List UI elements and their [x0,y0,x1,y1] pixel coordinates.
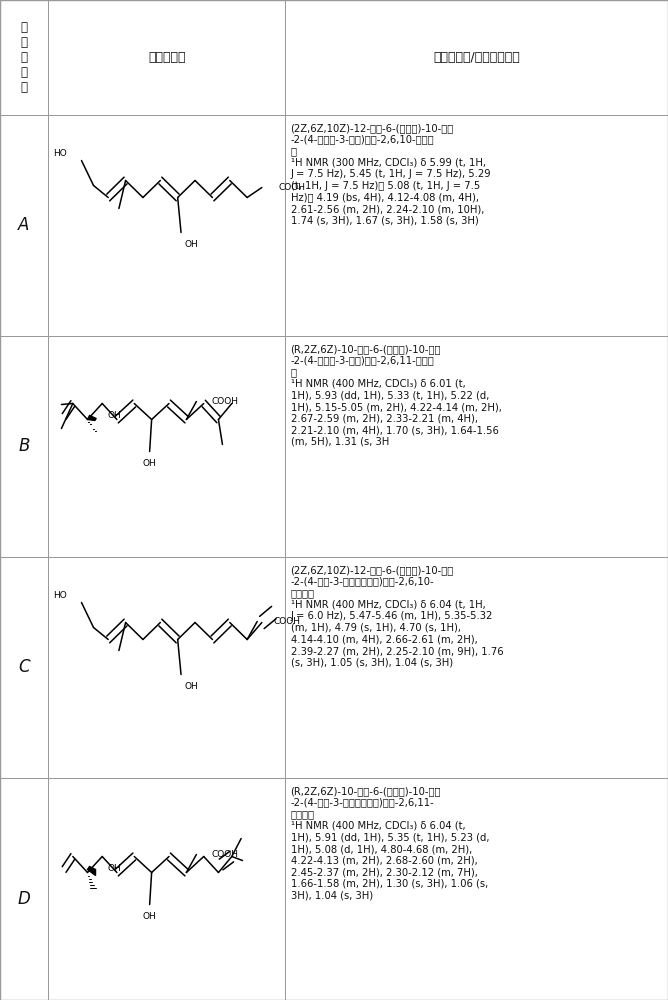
Text: OH: OH [108,864,122,873]
Polygon shape [88,866,96,876]
Text: COOH: COOH [211,850,238,859]
Text: A: A [18,217,30,234]
Bar [48,115,285,336]
Bar [285,778,668,1000]
Text: 化
合
物
编
号: 化 合 物 编 号 [21,21,27,94]
Bar [48,778,285,1000]
Bar [285,0,668,115]
Text: COOH: COOH [279,183,305,192]
Text: 化合物名称/结构确证数据: 化合物名称/结构确证数据 [434,51,520,64]
Bar [285,557,668,778]
Bar [0,0,48,115]
Text: (R,2Z,6Z)-10-羟基-6-(羟甲基)-10-甲基
-2-(4-甲基-3-亚甲基戊烯基)十二-2,6,11-
三烯罧酸
¹H NMR (400 MHz,: (R,2Z,6Z)-10-羟基-6-(羟甲基)-10-甲基 -2-(4-甲基-3… [291,786,489,900]
Text: OH: OH [184,682,198,691]
Text: B: B [18,437,30,455]
Text: OH: OH [143,459,156,468]
Bar [0,778,48,1000]
Text: HO: HO [53,149,67,158]
Text: 化合物结构: 化合物结构 [148,51,186,64]
Text: (2Z,6Z,10Z)-12-羟基-6-(羟甲基)-10-甲基
-2-(4-甲基-3-亚甲基戊烯基)十二-2,6,10-
三烯罧酸
¹H NMR (400 MH: (2Z,6Z,10Z)-12-羟基-6-(羟甲基)-10-甲基 -2-(4-甲基… [291,565,503,668]
Text: C: C [18,658,30,676]
Text: D: D [17,890,31,908]
Polygon shape [88,415,96,420]
Bar [48,336,285,557]
Bar [0,336,48,557]
Bar [48,0,285,115]
Text: OH: OH [184,240,198,249]
Text: HO: HO [53,591,67,600]
Bar [48,557,285,778]
Text: COOH: COOH [273,617,300,626]
Bar [0,557,48,778]
Text: (2Z,6Z,10Z)-12-羟基-6-(羟甲基)-10-甲基
-2-(4-甲基戊-3-烯基)十二-2,6,10-三烯罧
酸
¹H NMR (300 MHz, : (2Z,6Z,10Z)-12-羟基-6-(羟甲基)-10-甲基 -2-(4-甲基… [291,123,491,226]
Text: COOH: COOH [211,397,238,406]
Bar [0,115,48,336]
Text: OH: OH [108,411,122,420]
Bar [285,115,668,336]
Text: (R,2Z,6Z)-10-羟基-6-(羟甲基)-10-甲基
-2-(4-甲基戊-3-烯基)十二-2,6,11-三烯罧
酸
¹H NMR (400 MHz, CD: (R,2Z,6Z)-10-羟基-6-(羟甲基)-10-甲基 -2-(4-甲基戊-… [291,344,502,447]
Text: OH: OH [143,912,156,921]
Bar [285,336,668,557]
